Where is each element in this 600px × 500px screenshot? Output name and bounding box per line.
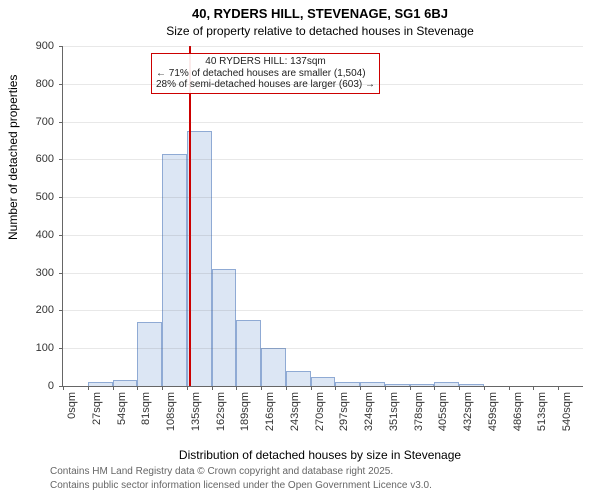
histogram-bar <box>360 382 385 386</box>
chart-title-main: 40, RYDERS HILL, STEVENAGE, SG1 6BJ <box>50 6 590 21</box>
grid-line <box>63 197 583 198</box>
histogram-bar <box>212 269 237 386</box>
x-tick-label: 54sqm <box>116 392 128 425</box>
x-tick-label: 540sqm <box>561 392 573 431</box>
x-tick-label: 378sqm <box>413 392 425 431</box>
histogram-bars <box>63 46 583 386</box>
histogram-bar <box>385 384 410 386</box>
grid-line <box>63 235 583 236</box>
y-tick-label: 300 <box>0 267 54 279</box>
histogram-bar <box>236 320 261 386</box>
grid-line <box>63 46 583 47</box>
histogram-bar <box>286 371 311 386</box>
x-tick-label: 135sqm <box>190 392 202 431</box>
x-tick-label: 270sqm <box>314 392 326 431</box>
y-tick-label: 0 <box>0 380 54 392</box>
x-tick-label: 351sqm <box>388 392 400 431</box>
grid-line <box>63 348 583 349</box>
x-tick-label: 513sqm <box>536 392 548 431</box>
grid-line <box>63 84 583 85</box>
annotation-line: 40 RYDERS HILL: 137sqm <box>156 56 375 68</box>
x-tick-label: 27sqm <box>91 392 103 425</box>
x-tick-label: 216sqm <box>264 392 276 431</box>
y-tick-label: 800 <box>0 78 54 90</box>
y-tick-label: 100 <box>0 342 54 354</box>
grid-line <box>63 310 583 311</box>
x-tick-label: 0sqm <box>66 392 78 419</box>
grid-line <box>63 122 583 123</box>
plot-area: 40 RYDERS HILL: 137sqm← 71% of detached … <box>62 46 583 387</box>
y-tick-label: 600 <box>0 153 54 165</box>
y-tick-label: 200 <box>0 304 54 316</box>
histogram-bar <box>459 384 484 386</box>
grid-line <box>63 273 583 274</box>
y-tick-label: 500 <box>0 191 54 203</box>
x-tick-label: 297sqm <box>338 392 350 431</box>
chart-container: { "titles": { "main": "40, RYDERS HILL, … <box>0 0 600 500</box>
histogram-bar <box>113 380 138 386</box>
histogram-bar <box>88 382 113 386</box>
x-tick-label: 162sqm <box>215 392 227 431</box>
y-tick-label: 400 <box>0 229 54 241</box>
y-tick-label: 900 <box>0 40 54 52</box>
annotation-line: ← 71% of detached houses are smaller (1,… <box>156 68 375 80</box>
x-tick-label: 459sqm <box>487 392 499 431</box>
histogram-bar <box>137 322 162 386</box>
x-tick-label: 432sqm <box>462 392 474 431</box>
x-axis-label: Distribution of detached houses by size … <box>50 448 590 462</box>
x-tick-label: 405sqm <box>437 392 449 431</box>
histogram-bar <box>410 384 435 386</box>
y-tick-label: 700 <box>0 116 54 128</box>
footnote-line-1: Contains HM Land Registry data © Crown c… <box>50 466 393 477</box>
footnote-line-2: Contains public sector information licen… <box>50 480 432 491</box>
histogram-bar <box>162 154 187 386</box>
histogram-bar <box>311 377 336 386</box>
property-marker-line <box>189 46 191 386</box>
histogram-bar <box>335 382 360 386</box>
x-tick-label: 108sqm <box>165 392 177 431</box>
x-tick-label: 243sqm <box>289 392 301 431</box>
x-tick-label: 189sqm <box>239 392 251 431</box>
chart-title-sub: Size of property relative to detached ho… <box>50 24 590 38</box>
annotation-box: 40 RYDERS HILL: 137sqm← 71% of detached … <box>151 53 380 94</box>
x-tick-label: 81sqm <box>140 392 152 425</box>
histogram-bar <box>434 382 459 386</box>
x-tick-label: 486sqm <box>512 392 524 431</box>
x-tick-label: 324sqm <box>363 392 375 431</box>
grid-line <box>63 159 583 160</box>
histogram-bar <box>261 348 286 386</box>
